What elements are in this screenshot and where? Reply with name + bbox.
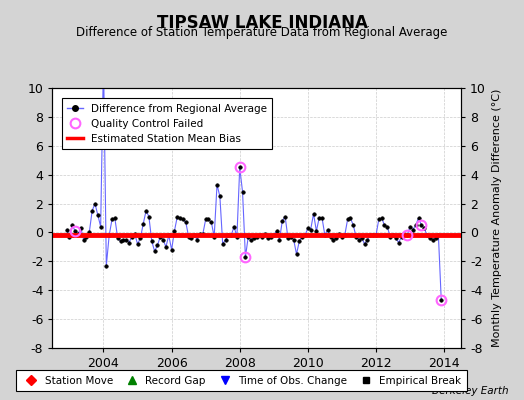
Text: Berkeley Earth: Berkeley Earth [432, 386, 508, 396]
Text: TIPSAW LAKE INDIANA: TIPSAW LAKE INDIANA [157, 14, 367, 32]
Text: Difference of Station Temperature Data from Regional Average: Difference of Station Temperature Data f… [77, 26, 447, 39]
Legend: Station Move, Record Gap, Time of Obs. Change, Empirical Break: Station Move, Record Gap, Time of Obs. C… [16, 370, 467, 391]
Y-axis label: Monthly Temperature Anomaly Difference (°C): Monthly Temperature Anomaly Difference (… [492, 89, 501, 347]
Legend: Difference from Regional Average, Quality Control Failed, Estimated Station Mean: Difference from Regional Average, Qualit… [62, 98, 272, 149]
